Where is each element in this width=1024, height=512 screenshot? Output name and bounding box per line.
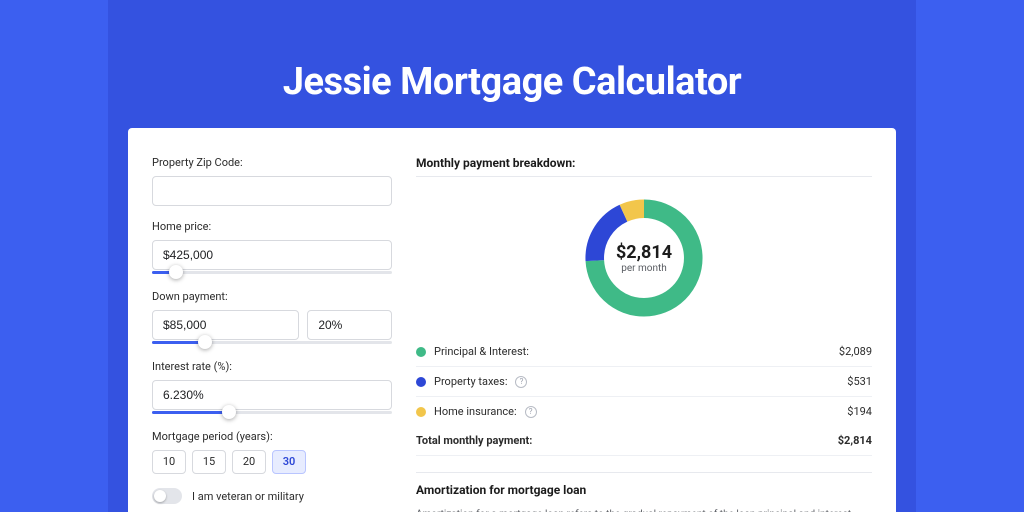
legend-swatch: [416, 407, 426, 417]
legend-total-row: Total monthly payment: $2,814: [416, 426, 872, 456]
donut-center: $2,814 per month: [579, 193, 709, 323]
interest-rate-label: Interest rate (%):: [152, 360, 392, 373]
veteran-label: I am veteran or military: [192, 490, 304, 503]
legend: Principal & Interest: $2,089 Property taxe…: [416, 337, 872, 426]
total-label: Total monthly payment:: [416, 434, 532, 447]
mortgage-period-label: Mortgage period (years):: [152, 430, 392, 443]
amortization-title: Amortization for mortgage loan: [416, 483, 872, 497]
legend-value: $194: [847, 405, 872, 418]
field-interest-rate: Interest rate (%):: [152, 360, 392, 416]
legend-value: $531: [847, 375, 872, 388]
down-payment-slider[interactable]: [152, 338, 392, 346]
legend-left: Home insurance:?: [416, 405, 537, 418]
home-price-label: Home price:: [152, 220, 392, 233]
divider: [416, 176, 872, 177]
page-title: Jessie Mortgage Calculator: [0, 60, 1024, 104]
down-payment-amount-input[interactable]: [152, 310, 299, 340]
interest-rate-input[interactable]: [152, 380, 392, 410]
field-zip: Property Zip Code:: [152, 156, 392, 206]
legend-row-home_insurance: Home insurance:? $194: [416, 397, 872, 426]
slider-fill: [152, 411, 229, 414]
period-option-30[interactable]: 30: [272, 450, 306, 474]
legend-swatch: [416, 377, 426, 387]
legend-label: Home insurance:: [434, 405, 517, 418]
field-mortgage-period: Mortgage period (years): 10152030: [152, 430, 392, 474]
period-option-20[interactable]: 20: [232, 450, 266, 474]
total-value: $2,814: [838, 434, 872, 447]
amortization-section: Amortization for mortgage loan Amortizat…: [416, 472, 872, 512]
legend-left: Principal & Interest:: [416, 345, 529, 358]
home-price-slider[interactable]: [152, 268, 392, 276]
info-icon[interactable]: ?: [515, 376, 527, 388]
legend-left: Property taxes:?: [416, 375, 527, 388]
calculator-card: Property Zip Code: Home price: Down paym…: [128, 128, 896, 512]
period-option-15[interactable]: 15: [192, 450, 226, 474]
legend-row-principal_interest: Principal & Interest: $2,089: [416, 337, 872, 367]
field-down-payment: Down payment:: [152, 290, 392, 346]
period-options: 10152030: [152, 450, 392, 474]
slider-fill: [152, 341, 205, 344]
donut-chart: $2,814 per month: [416, 187, 872, 337]
slider-track: [152, 271, 392, 274]
down-payment-pct-input[interactable]: [307, 310, 392, 340]
slider-thumb[interactable]: [222, 405, 236, 419]
interest-rate-slider[interactable]: [152, 408, 392, 416]
down-payment-label: Down payment:: [152, 290, 392, 303]
field-home-price: Home price:: [152, 220, 392, 276]
legend-label: Property taxes:: [434, 375, 507, 388]
slider-thumb[interactable]: [198, 335, 212, 349]
info-icon[interactable]: ?: [525, 406, 537, 418]
breakdown-title: Monthly payment breakdown:: [416, 156, 872, 170]
legend-label: Principal & Interest:: [434, 345, 529, 358]
slider-thumb[interactable]: [169, 265, 183, 279]
legend-row-property_taxes: Property taxes:? $531: [416, 367, 872, 397]
period-option-10[interactable]: 10: [152, 450, 186, 474]
donut-value: $2,814: [616, 242, 672, 263]
form-column: Property Zip Code: Home price: Down paym…: [152, 156, 392, 512]
legend-swatch: [416, 347, 426, 357]
legend-value: $2,089: [839, 345, 872, 358]
zip-input[interactable]: [152, 176, 392, 206]
divider: [416, 472, 872, 473]
toggle-knob: [154, 490, 166, 502]
zip-label: Property Zip Code:: [152, 156, 392, 169]
breakdown-column: Monthly payment breakdown: $2,814 per mo…: [416, 156, 872, 512]
donut-sub: per month: [621, 263, 667, 274]
home-price-input[interactable]: [152, 240, 392, 270]
veteran-toggle[interactable]: [152, 488, 182, 504]
veteran-toggle-row: I am veteran or military: [152, 488, 392, 504]
amortization-text: Amortization for a mortgage loan refers …: [416, 507, 872, 512]
